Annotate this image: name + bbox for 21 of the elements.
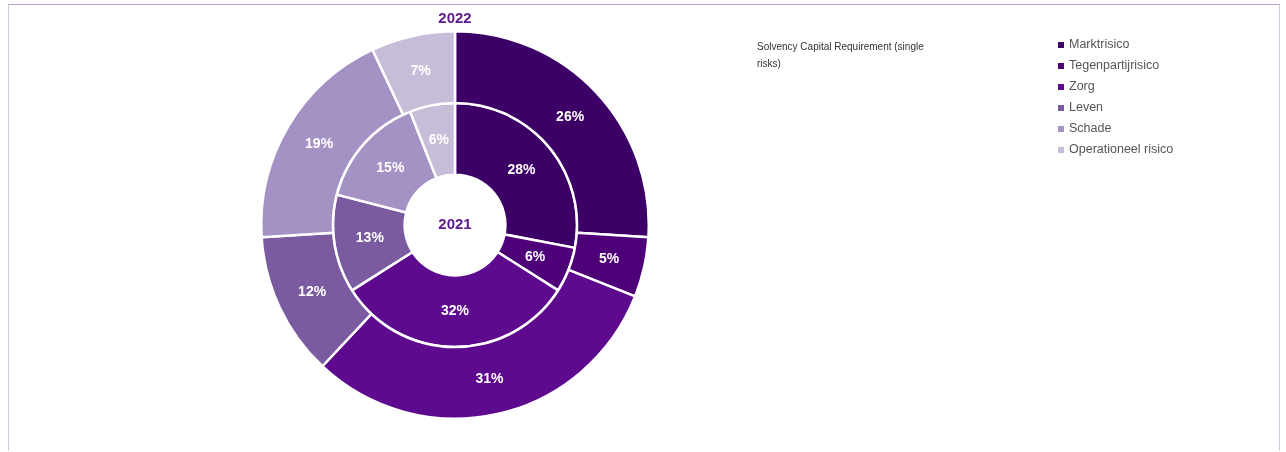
legend-label: Operationeel risico <box>1068 141 1174 158</box>
data-label: 28% <box>507 160 536 177</box>
data-label: 6% <box>525 247 546 264</box>
slice-label: 2021 <box>438 215 472 233</box>
data-label: 7% <box>410 61 432 78</box>
data-label: 6% <box>428 131 450 148</box>
data-label: 15% <box>376 158 405 175</box>
data-label: 13% <box>355 229 385 246</box>
text: Solvency Capital Requirement (single risks) <box>757 40 925 71</box>
data-label: 31% <box>475 369 504 386</box>
legend-label: Schade <box>1068 120 1113 137</box>
data-label: 5% <box>598 250 620 267</box>
legend-label: Tegenpartijrisico <box>1068 57 1161 74</box>
legend-label: Zorg <box>1068 78 1096 95</box>
legend-label: Leven <box>1068 99 1105 116</box>
data-label: 19% <box>305 135 334 152</box>
legend-label: Marktrisico <box>1068 36 1131 53</box>
slice-label: 2022 <box>438 9 472 27</box>
data-label: 32% <box>440 302 470 319</box>
data-label: 12% <box>298 283 327 300</box>
data-label: 26% <box>556 107 585 124</box>
